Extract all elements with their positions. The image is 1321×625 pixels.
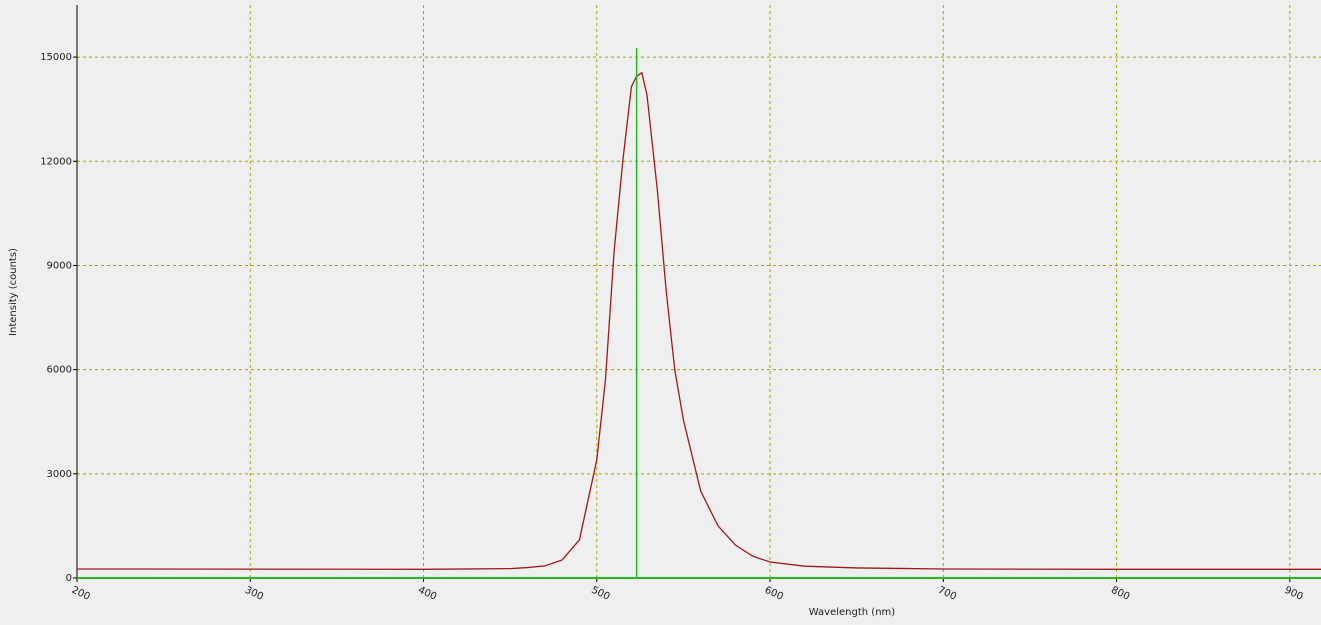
spectrum-line: [76, 71, 1321, 570]
x-tick-label: 700: [936, 585, 958, 603]
y-tick-label: 0: [66, 573, 72, 584]
y-tick-label: 15000: [40, 52, 72, 63]
x-tick-label: 800: [1109, 585, 1131, 603]
y-tick-label: 9000: [47, 260, 72, 271]
y-tick-label: 12000: [40, 156, 72, 167]
y-axis-label: Intensity (counts): [8, 248, 19, 336]
y-tick-label: 6000: [47, 365, 72, 376]
x-tick-label: 300: [243, 585, 265, 603]
x-tick-label: 500: [590, 585, 612, 603]
x-tick-label: 200: [70, 585, 92, 603]
x-tick-label: 900: [1283, 585, 1305, 603]
x-tick-label: 400: [416, 585, 438, 603]
x-tick-label: 600: [763, 585, 785, 603]
x-axis-label: Wavelength (nm): [809, 607, 895, 618]
y-tick-label: 3000: [47, 469, 72, 480]
